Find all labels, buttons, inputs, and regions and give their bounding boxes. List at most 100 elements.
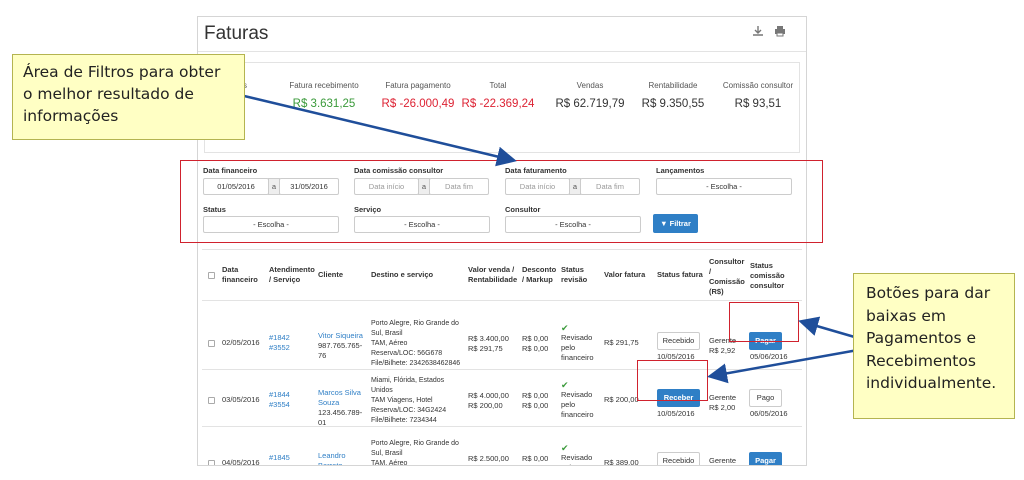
invoices-panel: Faturas Lançamentos13Fatura recebimentoR…: [197, 16, 807, 466]
row-client: Leandro Barreto: [318, 451, 366, 466]
lancamentos-select[interactable]: - Escolha -: [656, 178, 792, 195]
filter-label-status: Status: [203, 205, 226, 214]
filter-label-data-faturamento: Data faturamento: [505, 166, 567, 175]
status-fatura-button[interactable]: Recebido: [657, 332, 700, 350]
consultor-select[interactable]: - Escolha -: [505, 216, 641, 233]
col-header-status-comissao: Status comissão consultor: [750, 261, 785, 290]
summary-label: Vendas: [576, 81, 604, 90]
check-icon: ✔: [561, 323, 569, 333]
col-header-valor: Valor venda / Rentabilidade: [468, 265, 518, 284]
summary-value: R$ -26.000,49: [381, 98, 455, 110]
summary-item: Fatura pagamento R$ -26.000,49: [368, 81, 468, 110]
check-icon: ✔: [561, 380, 569, 390]
col-header-desconto: Desconto / Markup: [522, 265, 557, 284]
data-faturamento-to-input[interactable]: Data fim: [580, 178, 640, 195]
col-header-cliente: Cliente: [318, 270, 344, 279]
status-comissao-date: 05/06/2016: [750, 352, 788, 361]
row-desconto: R$ 0,00R$ 200,00: [522, 454, 557, 465]
summary-label: Fatura pagamento: [385, 81, 451, 90]
select-all-checkbox[interactable]: [208, 272, 215, 279]
row-destination: Miami, Flórida, Estados Unidos TAM Viagens…: [371, 377, 447, 424]
row-checkbox[interactable]: [208, 340, 215, 347]
col-header-atendimento: Atendimento / Serviço: [269, 265, 315, 284]
summary-label: Comissão consultor: [722, 81, 794, 90]
summary-label: Total: [489, 81, 507, 90]
summary-value: R$ 9.350,55: [641, 98, 705, 110]
col-header-data: Data financeiro: [222, 265, 258, 284]
summary-value: R$ 62.719,79: [555, 98, 625, 110]
summary-label: Fatura recebimento: [289, 81, 359, 90]
print-icon[interactable]: [773, 25, 787, 39]
buttons-callout: Botões para dar baixas em Pagamentos e R…: [853, 273, 1015, 419]
filter-icon: ▼: [660, 219, 670, 228]
status-fatura-button[interactable]: Recebido: [657, 452, 700, 465]
summary-item: Vendas R$ 62.719,79: [545, 81, 635, 110]
status-comissao-button[interactable]: Pago: [749, 389, 782, 407]
row-checkbox[interactable]: [208, 460, 215, 465]
pay-arrow: [798, 316, 859, 340]
row-atendimento-link[interactable]: #1845#3555: [269, 453, 290, 465]
col-header-consultor: Consultor / Comissão (R$): [709, 257, 745, 296]
row-client: Vitor Siqueira 987.765.765-76: [318, 331, 366, 361]
status-comissao-date: 06/05/2016: [750, 409, 788, 418]
row-destination: Porto Alegre, Rio Grande do Sul, Brasil TA…: [371, 440, 459, 466]
row-atendimento-link[interactable]: #1842 #3552: [269, 333, 290, 352]
check-icon: ✔: [561, 443, 569, 453]
page-title: Faturas: [204, 23, 269, 44]
row-desconto: R$ 0,00 R$ 0,00: [522, 334, 549, 353]
status-fatura-button[interactable]: Receber: [657, 389, 700, 407]
servico-select[interactable]: - Escolha -: [354, 216, 490, 233]
col-header-valor-fatura: Valor fatura: [604, 270, 646, 279]
row-valor: R$ 2.500,00R$ 389,00: [468, 454, 509, 465]
row-date: 02/05/2016: [222, 338, 260, 347]
summary-value: R$ -22.369,24: [461, 98, 535, 110]
row-client: Marcos Silva Souza 123.456.789-01: [318, 388, 366, 428]
summary-item: Comissão consultor R$ 93,51: [708, 81, 806, 110]
summary-item: Rentabilidade R$ 9.350,55: [628, 81, 718, 110]
row-destination: Porto Alegre, Rio Grande do Sul, Brasil TA…: [371, 320, 461, 367]
download-icon[interactable]: [751, 25, 765, 39]
client-link[interactable]: Leandro Barreto: [318, 451, 346, 466]
client-link[interactable]: Marcos Silva Souza: [318, 388, 361, 407]
filter-label-data-financeiro: Data financeiro: [203, 166, 258, 175]
data-comissao-to-input[interactable]: Data fim: [429, 178, 489, 195]
row-date: 03/05/2016: [222, 395, 260, 404]
filter-button-label: Filtrar: [669, 219, 691, 228]
filter-label-consultor: Consultor: [505, 205, 541, 214]
row-checkbox[interactable]: [208, 397, 215, 404]
col-header-destino: Destino e serviço: [371, 270, 434, 279]
row-valor-fatura: R$ 389,00: [604, 458, 639, 466]
row-atendimento-link[interactable]: #1844 #3554: [269, 390, 290, 409]
data-financeiro-to-input[interactable]: 31/05/2016: [279, 178, 339, 195]
summary-label: Rentabilidade: [648, 81, 698, 90]
status-fatura-date: 10/05/2016: [657, 409, 695, 418]
summary-item: Fatura recebimento R$ 3.631,25: [274, 81, 374, 110]
status-select[interactable]: - Escolha -: [203, 216, 339, 233]
row-valor-fatura: R$ 291,75: [604, 338, 639, 347]
filter-button[interactable]: ▼ Filtrar: [653, 214, 698, 233]
filter-label-data-comissao: Data comissão consultor: [354, 166, 444, 175]
data-faturamento-from-input[interactable]: Data início: [505, 178, 570, 195]
filter-label-servico: Serviço: [354, 205, 382, 214]
row-valor: R$ 4.000,00 R$ 200,00: [468, 391, 509, 410]
receive-arrow: [707, 348, 859, 384]
status-comissao-button[interactable]: Pagar: [749, 452, 782, 465]
summary-value: R$ 3.631,25: [292, 98, 356, 110]
client-link[interactable]: Vitor Siqueira: [318, 331, 363, 340]
row-consultor: Gerente R$ 2,00: [709, 393, 737, 412]
filter-label-lancamentos: Lançamentos: [656, 166, 705, 175]
row-date: 04/05/2016: [222, 458, 260, 466]
row-consultor: Gerente R$ 2,92: [709, 336, 737, 355]
row-desconto: R$ 0,00 R$ 0,00: [522, 391, 549, 410]
summary-value: R$ 93,51: [734, 98, 782, 110]
col-header-status-revisao: Status revisão: [561, 265, 588, 284]
row-valor: R$ 3.400,00 R$ 291,75: [468, 334, 509, 353]
filters-callout: Área de Filtros para obter o melhor resu…: [12, 54, 245, 140]
status-fatura-date: 10/05/2016: [657, 352, 695, 361]
col-header-status-fatura: Status fatura: [657, 270, 703, 279]
